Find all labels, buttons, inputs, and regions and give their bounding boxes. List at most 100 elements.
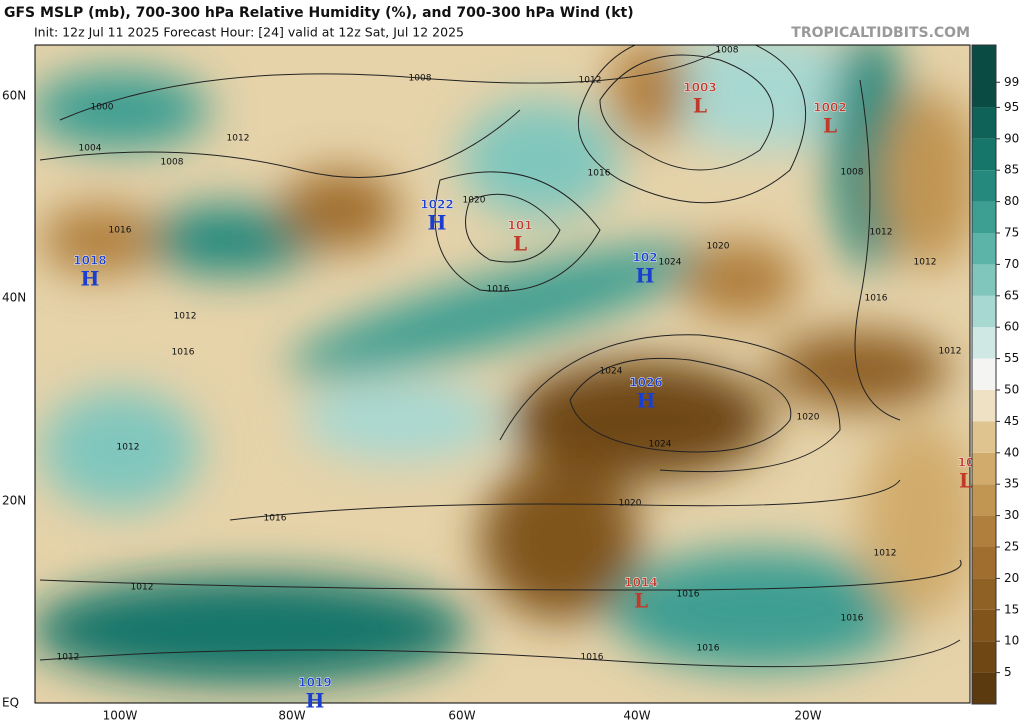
colorbar-tick-label: 75 xyxy=(1004,226,1019,240)
isobar-label: 1012 xyxy=(131,583,154,593)
colorbar-tick-label: 5 xyxy=(1004,665,1012,679)
isobar-label: 1024 xyxy=(649,440,672,450)
colorbar-tick-label: 10 xyxy=(1004,634,1019,648)
pressure-center-letter: L xyxy=(693,94,707,118)
lon-label: 40W xyxy=(623,709,650,723)
isobar-label: 1012 xyxy=(174,312,197,322)
isobar-label: 1016 xyxy=(588,169,611,179)
colorbar-segment xyxy=(972,327,996,359)
isobar-label: 1012 xyxy=(117,443,140,453)
isobar-label: 1012 xyxy=(579,76,602,86)
pressure-value: 1003 xyxy=(683,81,716,95)
isobar-label: 1016 xyxy=(172,348,195,358)
colorbar-tick-label: 95 xyxy=(1004,100,1019,114)
isobar-label: 1020 xyxy=(619,499,642,509)
isobar-label: 1024 xyxy=(659,258,682,268)
isobar-label: 1016 xyxy=(841,614,864,624)
isobar-label: 1016 xyxy=(109,226,132,236)
colorbar-segment xyxy=(972,201,996,233)
colorbar-tick-label: 20 xyxy=(1004,571,1019,585)
colorbar-segment xyxy=(972,452,996,485)
lat-label: EQ xyxy=(2,696,19,710)
isobar-label: 1016 xyxy=(581,653,604,663)
lon-label: 20W xyxy=(794,709,821,723)
isobar-label: 1000 xyxy=(91,103,114,113)
pressure-center-letter: H xyxy=(81,267,100,291)
isobar-label: 1008 xyxy=(716,46,739,56)
map-frame xyxy=(34,44,971,704)
colorbar-tick-label: 99 xyxy=(1004,75,1019,89)
isobar-label: 1016 xyxy=(487,285,510,295)
colorbar-segment xyxy=(972,421,996,453)
pressure-center-letter: L xyxy=(823,114,837,138)
isobar-label: 1008 xyxy=(841,168,864,178)
lon-label: 100W xyxy=(103,709,138,723)
isobar-label: 1012 xyxy=(874,549,897,559)
colorbar-tick-label: 35 xyxy=(1004,477,1019,491)
site-credit: TROPICALTIDBITS.COM xyxy=(791,25,970,41)
colorbar-segment xyxy=(972,170,996,202)
colorbar-tick-label: 65 xyxy=(1004,288,1019,302)
colorbar-segment xyxy=(972,264,996,296)
isobar-label: 1016 xyxy=(865,294,888,304)
colorbar-segment xyxy=(972,358,996,390)
pressure-value: 102 xyxy=(632,251,657,265)
colorbar-segment xyxy=(972,547,996,579)
colorbar-tick-label: 45 xyxy=(1004,414,1019,428)
isobar-label: 1012 xyxy=(57,653,80,663)
colorbar-segment xyxy=(972,107,996,139)
isobar-label: 1016 xyxy=(264,514,287,524)
colorbar-tick-label: 50 xyxy=(1004,383,1019,397)
isobar-label: 1012 xyxy=(914,258,937,268)
colorbar-tick-label: 40 xyxy=(1004,445,1019,459)
colorbar-segment xyxy=(972,390,996,422)
lat-label: 40N xyxy=(2,291,26,305)
pressure-value: 101 xyxy=(507,219,532,233)
colorbar-segment xyxy=(972,672,996,704)
title: GFS MSLP (mb), 700-300 hPa Relative Humi… xyxy=(4,5,634,21)
pressure-value: 1026 xyxy=(629,376,662,390)
pressure-value: 1002 xyxy=(813,101,846,115)
colorbar-segment xyxy=(972,515,996,547)
isobar-label: 1016 xyxy=(677,590,700,600)
colorbar-segment xyxy=(972,578,996,610)
colorbar-tick-label: 85 xyxy=(1004,163,1019,177)
isobar-label: 1008 xyxy=(409,74,432,84)
pressure-value: 1018 xyxy=(73,254,106,268)
isobar-label: 1020 xyxy=(707,242,730,252)
colorbar-segment xyxy=(972,295,996,328)
pressure-center-letter: H xyxy=(306,689,325,713)
subtitle: Init: 12z Jul 11 2025 Forecast Hour: [24… xyxy=(34,25,464,40)
colorbar-segment xyxy=(972,45,996,108)
pressure-center-letter: L xyxy=(513,232,527,256)
colorbar-tick-label: 55 xyxy=(1004,351,1019,365)
lat-label: 60N xyxy=(2,89,26,103)
lat-label: 20N xyxy=(2,494,26,508)
isobar-label: 1012 xyxy=(939,347,962,357)
pressure-center-letter: H xyxy=(428,211,447,235)
pressure-center-letter: L xyxy=(959,469,973,493)
pressure-center-letter: L xyxy=(634,589,648,613)
lon-label: 60W xyxy=(448,709,475,723)
colorbar-tick-label: 70 xyxy=(1004,257,1019,271)
pressure-center-letter: H xyxy=(636,264,655,288)
map-field xyxy=(35,45,970,703)
pressure-center-letter: H xyxy=(637,389,656,413)
isobar-label: 1020 xyxy=(463,196,486,206)
colorbar-tick-label: 90 xyxy=(1004,131,1019,145)
isobar-label: 1024 xyxy=(600,367,623,377)
pressure-value: 10 xyxy=(958,456,975,470)
isobar-label: 1004 xyxy=(79,144,102,154)
colorbar-tick-label: 15 xyxy=(1004,602,1019,616)
colorbar-tick-label: 80 xyxy=(1004,194,1019,208)
colorbar-tick-label: 25 xyxy=(1004,540,1019,554)
colorbar-segment xyxy=(972,641,996,673)
isobar-label: 1016 xyxy=(697,644,720,654)
colorbar-tick-label: 60 xyxy=(1004,320,1019,334)
isobar-label: 1020 xyxy=(797,413,820,423)
colorbar-segment xyxy=(972,484,996,516)
colorbar-segment xyxy=(972,138,996,171)
pressure-value: 1014 xyxy=(624,576,657,590)
colorbar-frame xyxy=(971,44,997,705)
